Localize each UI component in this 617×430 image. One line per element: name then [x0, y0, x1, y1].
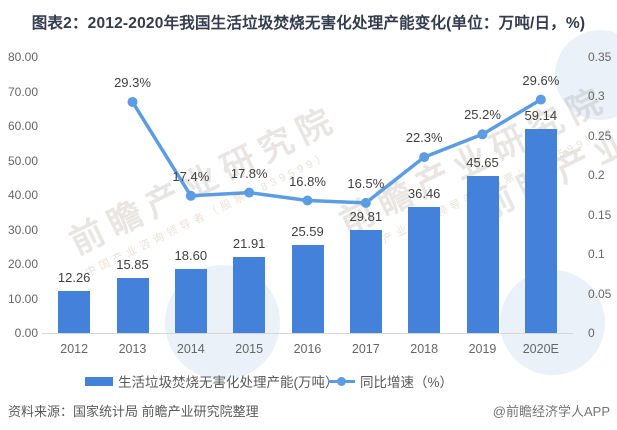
- line-point: [185, 190, 196, 201]
- credit-note: @前瞻经济学人APP: [492, 404, 610, 419]
- line-point: [477, 129, 488, 140]
- bar: [524, 128, 557, 333]
- bar-value-label: 12.26: [57, 269, 91, 285]
- bar-value-label: 25.59: [291, 223, 324, 239]
- bar-legend-swatch: [85, 376, 113, 386]
- left-axis-tick: 0.00: [14, 326, 38, 340]
- x-axis-label: 2013: [118, 342, 147, 356]
- bar: [408, 207, 441, 333]
- right-axis-tick: 0.05: [588, 286, 612, 301]
- left-axis-tick: 40.00: [7, 188, 38, 202]
- bar-legend-label: 生活垃圾焚烧无害化处理产能(万吨）: [118, 375, 339, 390]
- right-axis-tick: 0.3: [588, 89, 605, 104]
- x-axis-label: 2015: [235, 342, 264, 356]
- x-axis-label: 2019: [468, 342, 497, 356]
- line-legend-dot-icon: [337, 376, 346, 386]
- x-axis-label: 2018: [410, 342, 439, 356]
- left-axis-tick: 60.00: [7, 119, 38, 133]
- line-point: [535, 94, 546, 105]
- line-point: [302, 195, 313, 206]
- right-axis-tick: 0: [588, 326, 595, 340]
- line-point: [419, 152, 430, 163]
- right-axis-tick: 0.1: [588, 247, 605, 262]
- legend-item-bar: 生活垃圾焚烧无害化处理产能(万吨）: [85, 373, 339, 390]
- bar-value-label: 18.60: [174, 247, 208, 263]
- left-axis-tick: 10.00: [7, 291, 38, 306]
- chart-title: 图表2：2012-2020年我国生活垃圾焚烧无害化处理产能变化(单位：万吨/日，…: [31, 15, 586, 32]
- bar: [233, 257, 266, 333]
- left-axis-tick: 30.00: [7, 222, 38, 237]
- line-point: [127, 96, 138, 107]
- bar-value-label: 59.14: [524, 107, 558, 123]
- bar-value-label: 29.81: [349, 209, 383, 225]
- x-axis-label: 2014: [176, 342, 205, 356]
- bar-value-label: 36.46: [407, 186, 441, 202]
- right-axis-tick: 0.35: [588, 50, 612, 64]
- bar: [349, 230, 382, 333]
- x-axis-label: 2017: [351, 342, 380, 356]
- bar: [58, 290, 91, 333]
- x-axis-line: [42, 333, 573, 334]
- left-axis-tick: 50.00: [7, 153, 38, 168]
- bar: [116, 278, 149, 333]
- bar-value-label: 21.91: [232, 236, 266, 252]
- line-legend-swatch: [328, 376, 355, 386]
- line-value-label: 16.5%: [347, 175, 385, 191]
- line-value-label: 22.3%: [405, 130, 443, 146]
- line-point: [360, 197, 371, 208]
- left-axis-tick: 70.00: [7, 84, 38, 99]
- line-point: [244, 187, 255, 198]
- line-value-label: 29.6%: [522, 72, 560, 88]
- bar: [466, 175, 499, 333]
- line-value-label: 17.8%: [230, 165, 268, 181]
- line-value-label: 29.3%: [114, 74, 151, 90]
- x-axis-label: 2016: [293, 342, 322, 356]
- right-axis-tick: 0.15: [588, 207, 612, 222]
- x-axis-label: 2020E: [522, 342, 559, 356]
- line-legend-label: 同比增速（%）: [360, 375, 454, 390]
- line-value-label: 16.8%: [289, 173, 326, 189]
- line-value-label: 25.2%: [464, 107, 501, 123]
- right-axis-tick: 0.25: [588, 128, 612, 143]
- legend-item-line: 同比增速（%）: [328, 373, 454, 390]
- left-axis-tick: 80.00: [7, 50, 38, 64]
- bar-value-label: 45.65: [466, 154, 499, 170]
- bar-value-label: 15.85: [116, 257, 149, 273]
- line-value-label: 17.4%: [172, 168, 210, 184]
- right-axis-tick: 0.2: [588, 168, 605, 183]
- source-note: 资料来源：国家统计局 前瞻产业研究院整理: [8, 404, 259, 419]
- bar: [291, 244, 324, 333]
- bar: [174, 268, 207, 333]
- left-axis-tick: 20.00: [7, 257, 38, 271]
- x-axis-label: 2012: [60, 342, 89, 356]
